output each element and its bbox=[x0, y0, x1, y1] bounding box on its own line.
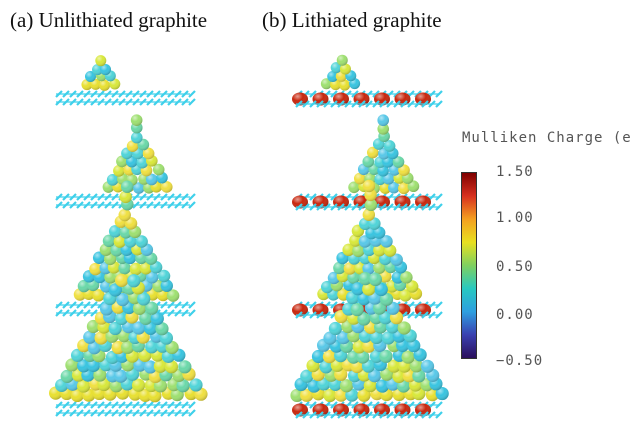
panel-a-title: (a) Unlithiated graphite bbox=[10, 8, 208, 32]
structure-row bbox=[55, 54, 443, 108]
metal-cluster bbox=[348, 114, 420, 195]
structure-row bbox=[55, 114, 443, 211]
colorbar-gradient bbox=[461, 172, 477, 359]
structure-row bbox=[49, 271, 449, 419]
graphene-sheet bbox=[295, 100, 443, 108]
metal-cluster bbox=[49, 273, 208, 403]
colorbar-tick-label: 1.00 bbox=[496, 210, 534, 226]
colorbar-tick-label: 0.50 bbox=[496, 259, 534, 275]
metal-cluster bbox=[290, 271, 449, 403]
graphene-sheet bbox=[295, 411, 443, 419]
metal-cluster bbox=[320, 54, 361, 91]
graphene-sheet bbox=[55, 98, 196, 106]
metal-cluster bbox=[81, 55, 121, 91]
panel-b-title: (b) Lithiated graphite bbox=[262, 8, 442, 32]
colorbar-tick-label: −0.50 bbox=[496, 353, 544, 369]
colorbar-tick-label: 1.50 bbox=[496, 164, 534, 180]
graphene-sheet bbox=[55, 90, 196, 98]
graphene-sheet bbox=[55, 401, 196, 409]
metal-cluster bbox=[102, 114, 173, 194]
colorbar-tick-label: 0.00 bbox=[496, 307, 534, 323]
graphene-sheet bbox=[55, 409, 196, 417]
colorbar-title: Mulliken Charge (e) bbox=[462, 130, 632, 146]
